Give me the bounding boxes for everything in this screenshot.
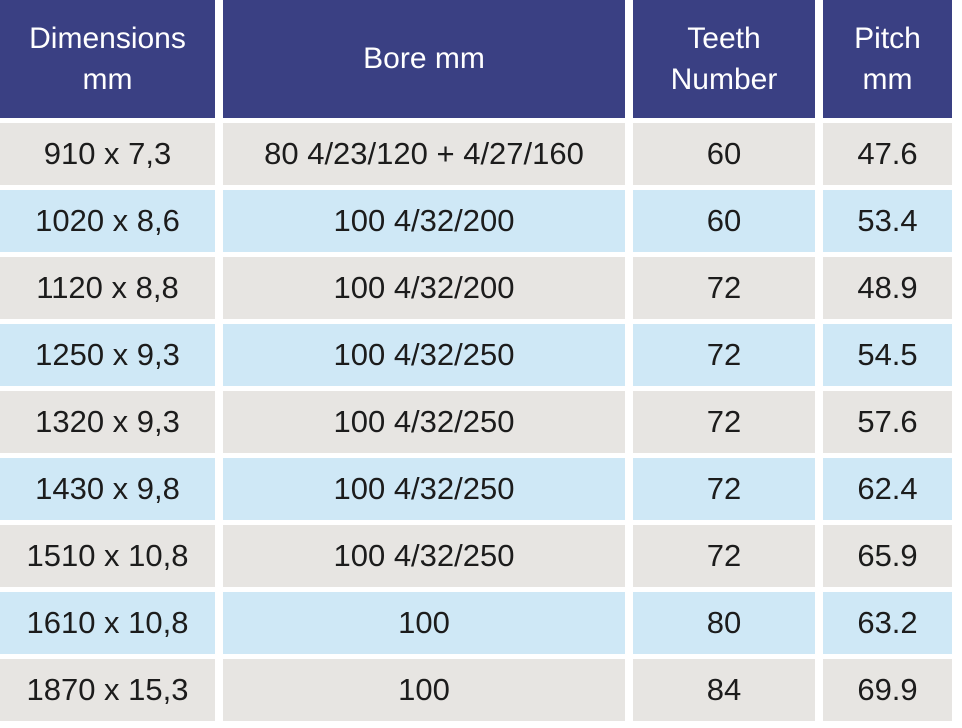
cell-teeth: 60 <box>633 190 815 252</box>
cell-teeth: 72 <box>633 525 815 587</box>
cell-teeth: 72 <box>633 257 815 319</box>
cell-bore: 100 4/32/250 <box>223 458 625 520</box>
cell-pitch: 65.9 <box>823 525 952 587</box>
cell-pitch: 63.2 <box>823 592 952 654</box>
cell-dimensions: 1320 x 9,3 <box>0 391 215 453</box>
cell-dimensions: 1610 x 10,8 <box>0 592 215 654</box>
cell-pitch: 54.5 <box>823 324 952 386</box>
cell-dimensions: 910 x 7,3 <box>0 123 215 185</box>
cell-pitch: 62.4 <box>823 458 952 520</box>
cell-dimensions: 1510 x 10,8 <box>0 525 215 587</box>
cell-bore: 80 4/23/120 + 4/27/160 <box>223 123 625 185</box>
cell-teeth: 72 <box>633 324 815 386</box>
header-cell-dimensions: Dimensions mm <box>0 0 215 118</box>
cell-dimensions: 1250 x 9,3 <box>0 324 215 386</box>
cell-bore: 100 4/32/250 <box>223 324 625 386</box>
cell-pitch: 47.6 <box>823 123 952 185</box>
cell-pitch: 57.6 <box>823 391 952 453</box>
cell-bore: 100 4/32/200 <box>223 190 625 252</box>
cell-bore: 100 4/32/250 <box>223 525 625 587</box>
cell-teeth: 84 <box>633 659 815 721</box>
cell-bore: 100 <box>223 659 625 721</box>
header-cell-pitch: Pitch mm <box>823 0 952 118</box>
cell-pitch: 48.9 <box>823 257 952 319</box>
cell-teeth: 72 <box>633 391 815 453</box>
cell-bore: 100 <box>223 592 625 654</box>
cell-dimensions: 1430 x 9,8 <box>0 458 215 520</box>
cell-pitch: 69.9 <box>823 659 952 721</box>
cell-dimensions: 1870 x 15,3 <box>0 659 215 721</box>
cell-bore: 100 4/32/250 <box>223 391 625 453</box>
cell-teeth: 80 <box>633 592 815 654</box>
cell-teeth: 60 <box>633 123 815 185</box>
cell-teeth: 72 <box>633 458 815 520</box>
cell-dimensions: 1120 x 8,8 <box>0 257 215 319</box>
cell-dimensions: 1020 x 8,6 <box>0 190 215 252</box>
cell-bore: 100 4/32/200 <box>223 257 625 319</box>
header-cell-bore: Bore mm <box>223 0 625 118</box>
cell-pitch: 53.4 <box>823 190 952 252</box>
header-cell-teeth: Teeth Number <box>633 0 815 118</box>
